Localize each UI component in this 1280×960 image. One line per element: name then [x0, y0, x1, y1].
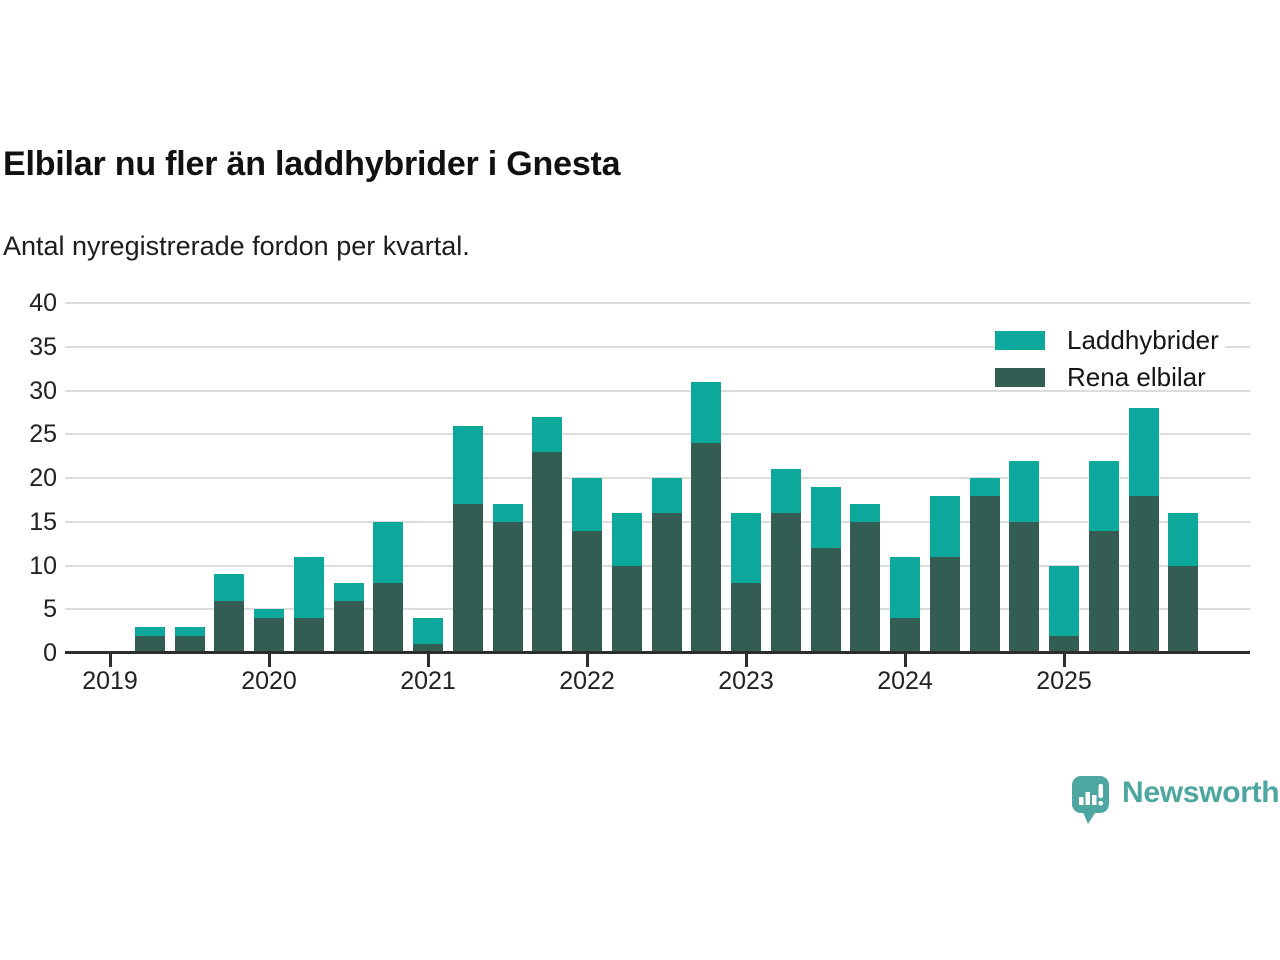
bar-segment-rena-elbilar — [1128, 495, 1159, 653]
bar-segment-laddhybrider — [452, 425, 483, 505]
bar-segment-rena-elbilar — [929, 556, 960, 653]
x-tick — [903, 654, 907, 667]
y-tick-label: 15 — [29, 507, 57, 536]
bar-segment-rena-elbilar — [890, 618, 920, 653]
bar-segment-laddhybrider — [1168, 513, 1199, 566]
x-tick-label: 2025 — [1036, 667, 1092, 695]
gridline — [65, 302, 1250, 304]
bar-segment-laddhybrider — [929, 495, 960, 557]
x-tick-label: 2020 — [241, 667, 297, 695]
x-tick — [1062, 654, 1066, 667]
bar-segment-laddhybrider — [214, 574, 245, 601]
bar-segment-rena-elbilar — [770, 513, 801, 653]
y-tick-label: 40 — [29, 289, 57, 317]
legend-label: Rena elbilar — [1067, 361, 1206, 392]
y-tick-label: 0 — [43, 639, 57, 667]
bar-segment-rena-elbilar — [611, 565, 642, 653]
y-tick-label: 10 — [29, 551, 57, 580]
bar-segment-laddhybrider — [413, 618, 443, 645]
bar-segment-rena-elbilar — [532, 451, 563, 653]
bar-segment-laddhybrider — [1128, 408, 1159, 496]
newsworthy-logo-text: Newsworthy — [1122, 776, 1280, 809]
bar-segment-laddhybrider — [691, 381, 722, 443]
bar-segment-laddhybrider — [254, 609, 284, 618]
bar-segment-rena-elbilar — [1009, 521, 1040, 653]
bar-segment-laddhybrider — [174, 626, 205, 636]
bar-segment-laddhybrider — [1049, 565, 1079, 636]
bar-segment-laddhybrider — [651, 478, 682, 513]
gridline — [65, 345, 1250, 348]
legend: Laddhybrider Rena elbilar — [995, 324, 1225, 401]
bar-segment-rena-elbilar — [731, 583, 761, 653]
newsworthy-bubble-icon — [1070, 773, 1112, 830]
x-tick-label: 2019 — [82, 667, 138, 695]
bar-segment-rena-elbilar — [651, 513, 682, 653]
y-tick-label: 5 — [43, 595, 57, 624]
bar-segment-laddhybrider — [373, 521, 404, 583]
bar-segment-rena-elbilar — [969, 495, 1000, 653]
rena-elbilar-swatch-icon — [995, 367, 1045, 387]
bar-segment-laddhybrider — [492, 504, 523, 522]
legend-label: Laddhybrider — [1067, 324, 1219, 355]
x-tick — [108, 654, 112, 667]
bar-segment-laddhybrider — [850, 504, 881, 522]
bar-segment-rena-elbilar — [850, 521, 881, 653]
y-tick-label: 25 — [29, 420, 57, 449]
bar-segment-laddhybrider — [572, 478, 602, 531]
bar-segment-rena-elbilar — [810, 548, 841, 653]
bar-segment-rena-elbilar — [174, 635, 205, 653]
gridline — [65, 389, 1250, 392]
legend-item-rena-elbilar: Rena elbilar — [995, 361, 1225, 392]
x-tick-label: 2024 — [877, 667, 933, 695]
bar-segment-rena-elbilar — [333, 600, 364, 653]
x-tick — [744, 654, 748, 667]
y-tick-label: 35 — [29, 332, 57, 361]
bar-segment-rena-elbilar — [254, 618, 284, 653]
bar-segment-laddhybrider — [810, 486, 841, 548]
x-tick-label: 2021 — [400, 667, 456, 695]
bar-segment-laddhybrider — [731, 513, 761, 583]
x-tick-label: 2022 — [559, 667, 615, 695]
x-tick — [585, 654, 589, 667]
bar-segment-laddhybrider — [1088, 460, 1119, 531]
bar-segment-rena-elbilar — [1168, 565, 1199, 653]
y-tick-label: 30 — [29, 376, 57, 405]
laddhybrider-swatch-icon — [995, 330, 1045, 350]
newsworthy-logo-link[interactable]: Newsworthy — [1070, 773, 1280, 830]
bar-segment-rena-elbilar — [492, 521, 523, 653]
chart-subtitle: Antal nyregistrerade fordon per kvartal. — [3, 231, 470, 261]
bar-segment-laddhybrider — [333, 583, 364, 601]
bar-segment-rena-elbilar — [572, 530, 602, 653]
bar-segment-rena-elbilar — [452, 504, 483, 653]
x-tick — [426, 654, 430, 667]
y-tick-label: 20 — [29, 464, 57, 492]
bar-segment-laddhybrider — [1009, 460, 1040, 522]
x-axis-line — [65, 651, 1250, 654]
legend-item-laddhybrider: Laddhybrider — [995, 324, 1225, 355]
bar-segment-laddhybrider — [134, 626, 165, 636]
bar-segment-laddhybrider — [611, 513, 642, 566]
bar-segment-laddhybrider — [532, 416, 563, 452]
bar-segment-rena-elbilar — [1049, 635, 1079, 653]
bar-segment-laddhybrider — [770, 469, 801, 513]
bar-segment-rena-elbilar — [373, 583, 404, 653]
bar-segment-rena-elbilar — [293, 618, 324, 653]
chart-title: Elbilar nu fler än laddhybrider i Gnesta — [3, 145, 621, 183]
bar-segment-rena-elbilar — [1088, 530, 1119, 653]
x-tick-label: 2023 — [718, 667, 774, 695]
bar-segment-rena-elbilar — [691, 443, 722, 653]
bar-segment-laddhybrider — [969, 478, 1000, 496]
bar-segment-laddhybrider — [293, 556, 324, 618]
x-tick — [267, 654, 271, 667]
bar-segment-rena-elbilar — [214, 600, 245, 653]
bar-segment-rena-elbilar — [134, 635, 165, 653]
bar-segment-laddhybrider — [890, 556, 920, 618]
gridline — [65, 433, 1250, 436]
bar-segment-rena-elbilar — [413, 644, 443, 653]
